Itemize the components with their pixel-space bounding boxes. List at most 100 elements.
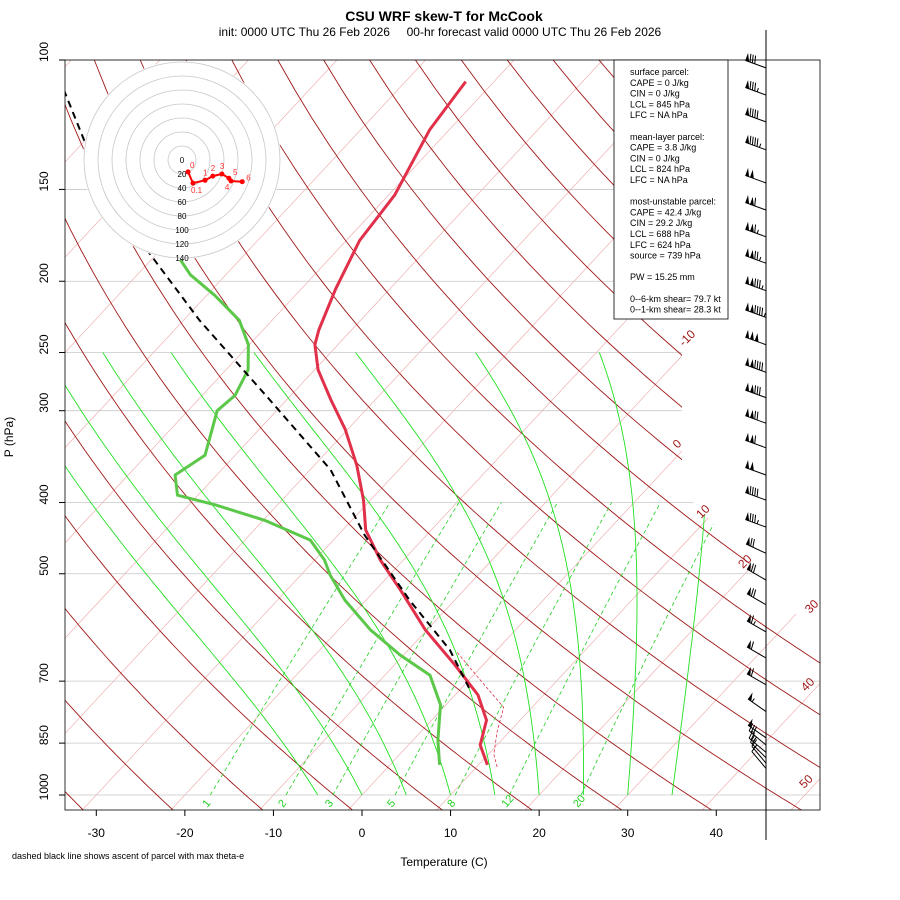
chart-title: CSU WRF skew-T for McCook — [345, 8, 543, 24]
wind-barb — [745, 52, 767, 69]
barb-full — [758, 280, 761, 289]
dry-adiabat-line — [65, 60, 713, 810]
y-tick-label: 400 — [37, 484, 51, 504]
y-tick-label: 100 — [37, 42, 51, 62]
barb-full — [756, 360, 759, 370]
barb-flag — [745, 52, 750, 62]
barb-staff — [745, 439, 767, 449]
wind-barb — [745, 302, 767, 318]
wind-barb — [745, 357, 767, 373]
barb-full — [751, 486, 754, 496]
barb-full — [754, 137, 757, 146]
hodograph-point — [185, 169, 191, 175]
x-tick-label: 40 — [710, 826, 724, 840]
barb-staff — [745, 255, 767, 264]
dry-adiabat-line — [65, 60, 264, 810]
barb-flag — [750, 434, 754, 444]
barb-full — [752, 564, 757, 573]
barb-full — [751, 513, 754, 523]
barb-full — [754, 109, 757, 118]
barb-staff — [746, 593, 767, 606]
wind-barb — [745, 432, 767, 449]
barb-full — [752, 726, 758, 735]
hodograph-ring-label: 60 — [178, 198, 187, 207]
mixing-ratio-label: 5 — [385, 798, 398, 810]
hodograph-point — [210, 173, 216, 179]
isotherm-label: 30 — [802, 597, 822, 617]
barb-flag — [746, 614, 751, 623]
barb-full — [752, 589, 757, 598]
barb-full — [751, 136, 754, 145]
barb-full — [750, 668, 755, 677]
wind-barb — [745, 167, 767, 184]
hodograph-ring-label: 120 — [175, 240, 189, 249]
moist-adiabat-line — [475, 352, 584, 795]
hodograph-point — [190, 180, 196, 186]
barb-flag — [746, 562, 751, 572]
barb-full — [761, 362, 764, 371]
dry-adiabat-line — [736, 60, 820, 810]
dry-adiabat-line — [369, 60, 820, 810]
y-tick-label: 300 — [37, 392, 51, 412]
barb-full — [748, 730, 754, 739]
mixing-ratio-line — [285, 502, 460, 796]
barb-full — [754, 435, 757, 444]
barb-full — [751, 108, 754, 117]
barb-full — [750, 563, 755, 572]
barb-full — [754, 385, 757, 394]
barb-staff — [745, 543, 767, 554]
hodograph-point — [219, 171, 225, 177]
barb-full — [750, 588, 755, 597]
legend-line: LCL = 824 hPa — [630, 164, 690, 174]
barb-staff — [746, 673, 767, 686]
barb-full — [750, 537, 753, 547]
barb-full — [756, 305, 759, 315]
isotherm-label: 10 — [693, 502, 713, 522]
barb-full — [750, 732, 756, 741]
legend-line: CAPE = 0 J/kg — [630, 78, 689, 88]
barb-full — [756, 279, 759, 288]
moist-adiabat-line — [65, 352, 363, 796]
barb-full — [749, 135, 752, 145]
dry-adiabat-line — [65, 60, 174, 810]
isotherm-line — [65, 60, 442, 810]
barb-staff — [745, 141, 767, 151]
barb-flag — [754, 333, 759, 342]
barb-flag — [750, 196, 754, 206]
x-axis-label: Temperature (C) — [400, 855, 487, 869]
legend-line: LFC = 624 hPa — [630, 240, 691, 250]
legend-line: 0--1-km shear= 28.3 kt — [630, 305, 721, 315]
barb-full — [756, 251, 759, 261]
legend-line: CAPE = 42.4 J/kg — [630, 207, 701, 217]
isotherm-line — [790, 60, 820, 810]
barb-full — [749, 513, 752, 522]
isotherm-line — [701, 60, 820, 810]
chart-subtitle: init: 0000 UTC Thu 26 Feb 2026 00-hr for… — [219, 25, 662, 39]
barb-half — [756, 229, 759, 234]
dry-adiabat-line — [323, 60, 820, 810]
barb-full — [750, 724, 756, 733]
x-tick-label: -20 — [176, 826, 194, 840]
wind-barb — [745, 194, 767, 211]
barb-flag — [745, 432, 750, 442]
barb-full — [751, 744, 758, 752]
dry-adiabat-line — [139, 60, 820, 810]
barb-full — [750, 734, 756, 743]
wind-barb — [746, 640, 767, 659]
y-tick-label: 200 — [37, 263, 51, 283]
hodograph-ring-label: 100 — [175, 226, 189, 235]
dry-adiabat-line — [185, 60, 820, 810]
barb-full — [756, 386, 759, 395]
mixing-ratio-label: 2 — [276, 798, 289, 810]
barb-half — [758, 143, 762, 148]
dry-adiabat-line — [65, 60, 444, 810]
wind-barb — [746, 666, 767, 686]
wind-barb — [747, 692, 767, 712]
hodograph-ring — [83, 61, 281, 259]
isotherm-label: -10 — [676, 327, 698, 349]
barb-flag — [745, 485, 750, 494]
wind-barb — [746, 562, 767, 581]
legend-line: LFC = NA hPa — [630, 110, 688, 120]
barb-full — [751, 54, 754, 63]
